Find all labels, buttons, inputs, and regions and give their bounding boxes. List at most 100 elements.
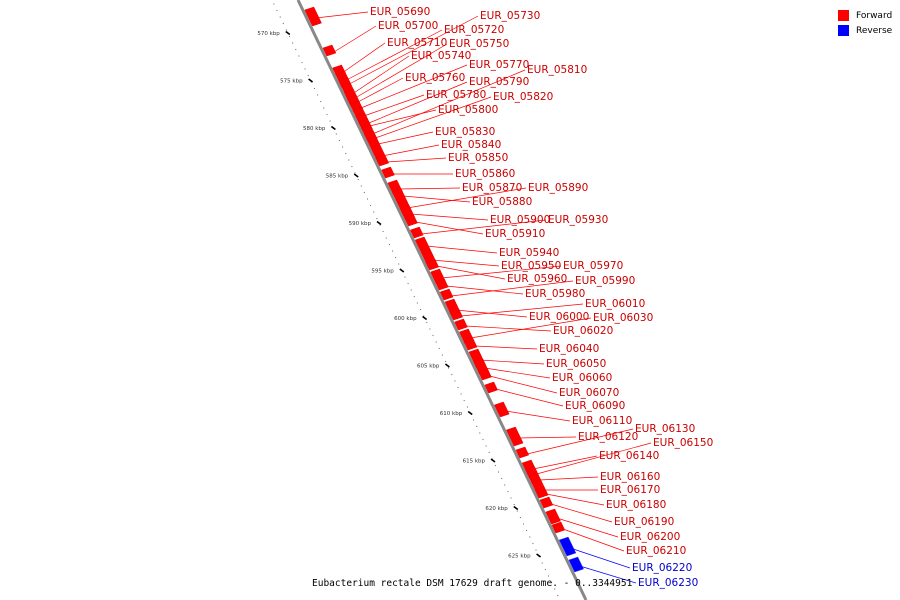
label-leader — [398, 187, 461, 190]
gene-label-eur-05770[interactable]: EUR_05770 — [469, 59, 529, 71]
gene-label-eur-06070[interactable]: EUR_06070 — [559, 387, 619, 399]
gene-feature-eur-06230[interactable] — [568, 556, 584, 573]
gene-label-eur-05890[interactable]: EUR_05890 — [528, 182, 588, 194]
gene-label-eur-05750[interactable]: EUR_05750 — [449, 38, 509, 50]
gene-label-eur-06020[interactable]: EUR_06020 — [553, 325, 613, 337]
gene-label-eur-06210[interactable]: EUR_06210 — [626, 545, 686, 557]
gene-feature-eur-06190[interactable] — [539, 496, 554, 509]
gene-label-eur-05800[interactable]: EUR_05800 — [438, 104, 498, 116]
gene-feature-eur-06090[interactable] — [484, 381, 498, 394]
gene-label-eur-05700[interactable]: EUR_05700 — [378, 20, 438, 32]
gene-feature-eur-05860[interactable] — [381, 166, 395, 179]
label-leader — [366, 81, 468, 125]
guide-dot — [522, 523, 525, 525]
gene-feature-eur-06020[interactable] — [454, 318, 468, 331]
gene-label-eur-06140[interactable]: EUR_06140 — [599, 450, 659, 462]
gene-label-eur-06170[interactable]: EUR_06170 — [600, 484, 660, 496]
tick-mark — [490, 458, 496, 463]
guide-dot — [416, 302, 418, 304]
gene-label-eur-06130[interactable]: EUR_06130 — [635, 423, 695, 435]
gene-label-eur-05850[interactable]: EUR_05850 — [448, 152, 508, 164]
gene-label-eur-06150[interactable]: EUR_06150 — [653, 437, 713, 449]
label-leader — [372, 69, 526, 135]
gene-label-eur-05730[interactable]: EUR_05730 — [480, 10, 540, 22]
tick-label: 615 kbp — [463, 459, 486, 465]
gene-feature-eur-05960[interactable] — [425, 258, 439, 271]
guide-dot — [501, 477, 503, 480]
gene-feature-eur-06200[interactable] — [545, 508, 561, 525]
gene-label-eur-05990[interactable]: EUR_05990 — [575, 275, 635, 287]
gene-label-eur-05790[interactable]: EUR_05790 — [469, 76, 529, 88]
gene-label-eur-06110[interactable]: EUR_06110 — [572, 415, 632, 427]
gene-label-eur-06040[interactable]: EUR_06040 — [539, 343, 599, 355]
gene-feature-eur-06120[interactable] — [506, 426, 524, 447]
gene-feature-eur-05930[interactable] — [410, 226, 424, 239]
gene-label-eur-05740[interactable]: EUR_05740 — [411, 50, 471, 62]
gene-feature-eur-05700[interactable] — [322, 44, 337, 57]
gene-feature-eur-06070[interactable] — [478, 368, 492, 381]
tick-label: 590 kbp — [349, 221, 372, 227]
gene-feature-eur-06010[interactable] — [449, 308, 463, 321]
gene-feature-eur-05990[interactable] — [439, 288, 454, 301]
gene-label-eur-05780[interactable]: EUR_05780 — [426, 89, 486, 101]
gene-label-eur-05960[interactable]: EUR_05960 — [507, 273, 567, 285]
gene-label-eur-06000[interactable]: EUR_06000 — [529, 311, 589, 323]
guide-dot — [551, 581, 553, 584]
gene-label-eur-05910[interactable]: EUR_05910 — [485, 228, 545, 240]
gene-label-eur-06220[interactable]: EUR_06220 — [632, 562, 692, 574]
guide-dot — [444, 360, 447, 363]
label-leaders — [315, 11, 652, 584]
gene-label-eur-06230[interactable]: EUR_06230 — [638, 577, 698, 589]
gene-feature-eur-05850[interactable] — [375, 154, 390, 167]
gene-label-eur-06190[interactable]: EUR_06190 — [614, 516, 674, 528]
gene-label-eur-05970[interactable]: EUR_05970 — [563, 260, 623, 272]
gene-label-eur-05830[interactable]: EUR_05830 — [435, 126, 495, 138]
gene-feature-eur-05910[interactable] — [404, 214, 418, 227]
gene-label-eur-06050[interactable]: EUR_06050 — [546, 358, 606, 370]
gene-label-eur-06120[interactable]: EUR_06120 — [578, 431, 638, 443]
guide-dot — [448, 367, 450, 369]
gene-label-eur-05950[interactable]: EUR_05950 — [501, 260, 561, 272]
gene-label-eur-05980[interactable]: EUR_05980 — [525, 288, 585, 300]
guide-dot — [438, 347, 440, 350]
gene-label-eur-06160[interactable]: EUR_06160 — [600, 471, 660, 483]
gene-label-eur-05690[interactable]: EUR_05690 — [370, 6, 430, 18]
gene-label-eur-06090[interactable]: EUR_06090 — [565, 400, 625, 412]
guide-dot — [526, 529, 528, 532]
gene-feature-eur-05690[interactable] — [304, 6, 322, 27]
gene-label-eur-06030[interactable]: EUR_06030 — [593, 312, 653, 324]
gene-feature-eur-06130[interactable] — [515, 446, 530, 459]
legend-reverse-label: Reverse — [856, 25, 893, 36]
label-leader — [495, 388, 564, 407]
gene-label-eur-05900[interactable]: EUR_05900 — [490, 214, 550, 226]
tick-mark — [376, 220, 382, 226]
gene-feature-eur-06220[interactable] — [558, 536, 577, 557]
gene-feature-eur-06110[interactable] — [494, 401, 510, 418]
gene-label-eur-06060[interactable]: EUR_06060 — [552, 372, 612, 384]
gene-label-eur-06200[interactable]: EUR_06200 — [620, 531, 680, 543]
label-leader — [455, 309, 528, 318]
gene-label-eur-06010[interactable]: EUR_06010 — [585, 298, 645, 310]
label-leader — [436, 265, 506, 280]
gene-label-eur-05720[interactable]: EUR_05720 — [444, 24, 504, 36]
gene-feature-eur-06040[interactable] — [463, 338, 478, 351]
gene-label-eur-05810[interactable]: EUR_05810 — [527, 64, 587, 76]
gene-feature-eur-05980[interactable] — [435, 278, 449, 291]
gene-label-eur-05760[interactable]: EUR_05760 — [405, 72, 465, 84]
guide-dot — [373, 211, 375, 213]
gene-label-eur-05860[interactable]: EUR_05860 — [455, 168, 515, 180]
gene-label-eur-05930[interactable]: EUR_05930 — [548, 214, 608, 226]
guide-dot — [376, 217, 378, 220]
gene-label-eur-05870[interactable]: EUR_05870 — [462, 182, 522, 194]
guide-dot — [385, 237, 387, 239]
gene-label-eur-06180[interactable]: EUR_06180 — [606, 499, 666, 511]
guide-dot — [276, 9, 278, 12]
label-leader — [431, 259, 500, 267]
guide-dot — [404, 276, 406, 278]
gene-label-eur-05840[interactable]: EUR_05840 — [441, 139, 501, 151]
gene-label-eur-05880[interactable]: EUR_05880 — [472, 196, 532, 208]
guide-dot — [451, 373, 453, 376]
gene-label-eur-05940[interactable]: EUR_05940 — [499, 247, 559, 259]
gene-label-eur-05710[interactable]: EUR_05710 — [387, 37, 447, 49]
gene-label-eur-05820[interactable]: EUR_05820 — [493, 91, 553, 103]
